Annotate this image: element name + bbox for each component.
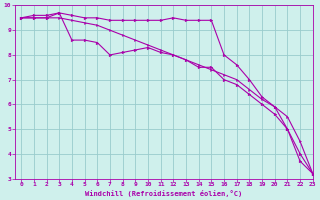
X-axis label: Windchill (Refroidissement éolien,°C): Windchill (Refroidissement éolien,°C) xyxy=(85,190,243,197)
